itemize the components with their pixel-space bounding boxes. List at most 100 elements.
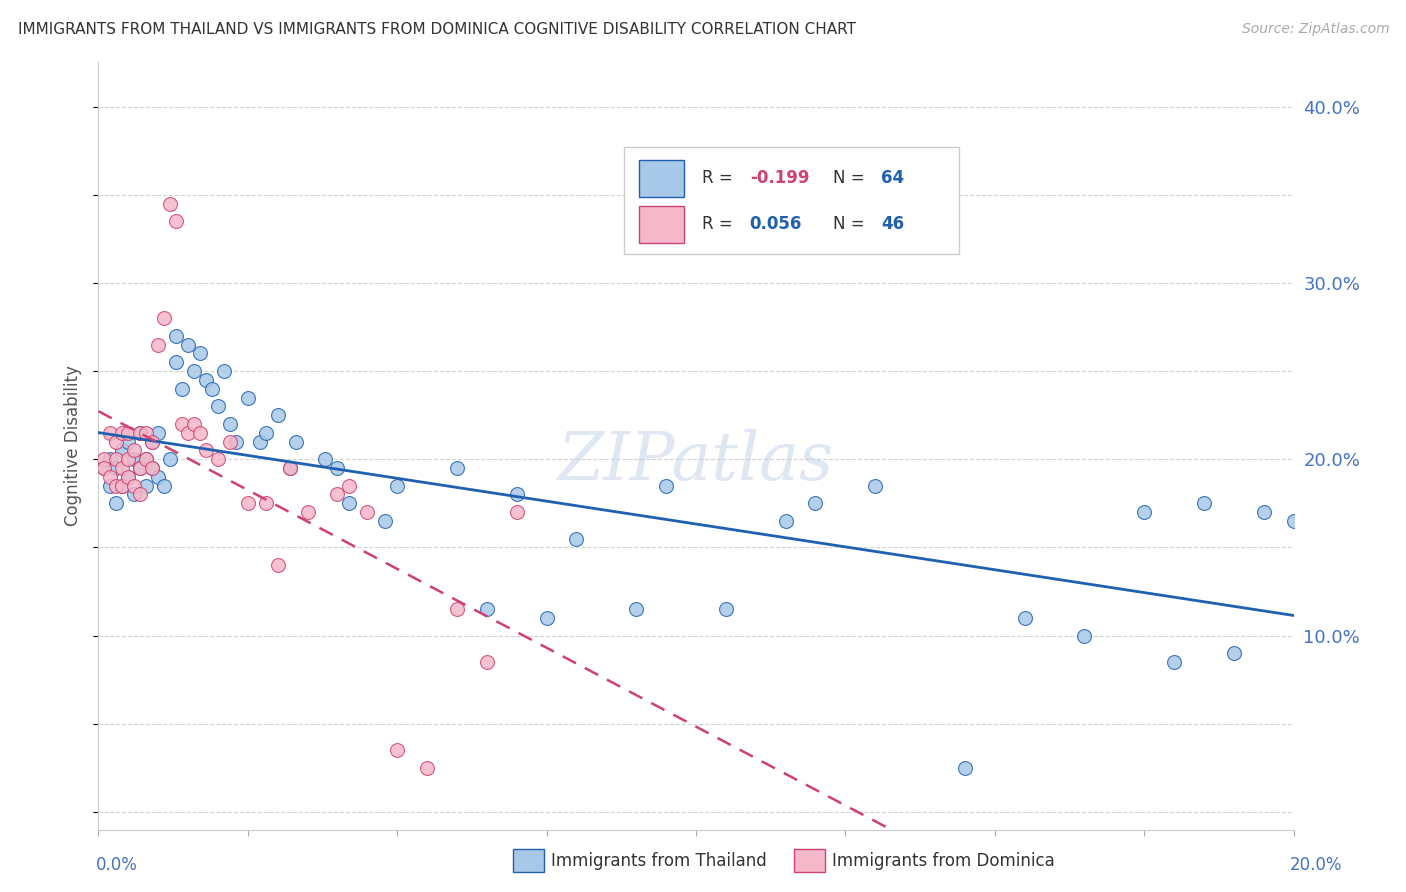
Point — [141, 461, 163, 475]
Point — [165, 328, 187, 343]
Point — [98, 452, 122, 467]
Text: 64: 64 — [882, 169, 904, 186]
Point — [111, 425, 134, 440]
Point — [93, 461, 115, 475]
Point — [111, 461, 134, 475]
Point — [124, 478, 146, 492]
Point — [141, 434, 163, 449]
Point — [124, 443, 146, 458]
Text: R =: R = — [702, 169, 738, 186]
Point — [1282, 514, 1305, 528]
Point — [93, 461, 115, 475]
Point — [326, 461, 349, 475]
Point — [506, 505, 529, 519]
Point — [655, 478, 678, 492]
Point — [267, 408, 290, 422]
Point — [141, 461, 163, 475]
Text: 20.0%: 20.0% — [1291, 855, 1343, 873]
Point — [953, 761, 976, 775]
Point — [565, 532, 588, 546]
Point — [183, 364, 205, 378]
Point — [105, 478, 128, 492]
FancyBboxPatch shape — [624, 147, 959, 254]
Point — [446, 602, 468, 616]
Text: Immigrants from Dominica: Immigrants from Dominica — [832, 852, 1054, 870]
Point — [374, 514, 396, 528]
Point — [356, 505, 378, 519]
Point — [212, 364, 235, 378]
Point — [148, 337, 170, 351]
Point — [278, 461, 301, 475]
Text: 0.0%: 0.0% — [96, 855, 138, 873]
Point — [165, 355, 187, 369]
Point — [135, 452, 157, 467]
Point — [172, 382, 194, 396]
Point — [148, 470, 170, 484]
Point — [278, 461, 301, 475]
Point — [804, 496, 827, 510]
Point — [111, 478, 134, 492]
Point — [315, 452, 337, 467]
Point — [219, 417, 242, 431]
Point — [775, 514, 797, 528]
Text: 46: 46 — [882, 215, 904, 233]
Point — [188, 425, 211, 440]
Text: N =: N = — [834, 169, 870, 186]
Point — [339, 478, 361, 492]
Point — [195, 373, 218, 387]
Point — [129, 425, 152, 440]
Point — [129, 461, 152, 475]
Point — [195, 443, 218, 458]
Point — [506, 487, 529, 501]
Point — [177, 425, 200, 440]
Point — [98, 470, 122, 484]
Point — [254, 425, 277, 440]
Point — [236, 496, 259, 510]
Point — [117, 434, 139, 449]
Point — [172, 417, 194, 431]
Point — [1253, 505, 1275, 519]
Point — [117, 470, 139, 484]
Point — [225, 434, 247, 449]
Text: ZIPatlas: ZIPatlas — [558, 429, 834, 494]
Point — [385, 743, 409, 757]
Point — [201, 382, 224, 396]
Point — [249, 434, 271, 449]
Text: Source: ZipAtlas.com: Source: ZipAtlas.com — [1241, 22, 1389, 37]
Point — [626, 602, 648, 616]
Point — [188, 346, 211, 360]
Point — [105, 496, 128, 510]
Point — [153, 478, 176, 492]
Point — [865, 478, 887, 492]
Point — [1014, 611, 1036, 625]
Point — [219, 434, 242, 449]
Point — [159, 196, 181, 211]
FancyBboxPatch shape — [638, 206, 685, 243]
Point — [1163, 655, 1185, 669]
Point — [111, 443, 134, 458]
Point — [446, 461, 468, 475]
Point — [1073, 629, 1095, 643]
Text: -0.199: -0.199 — [749, 169, 810, 186]
Point — [536, 611, 558, 625]
Point — [714, 602, 737, 616]
Point — [98, 478, 122, 492]
Point — [339, 496, 361, 510]
Point — [236, 391, 259, 405]
Point — [111, 478, 134, 492]
Point — [135, 452, 157, 467]
Point — [124, 487, 146, 501]
Point — [207, 452, 229, 467]
Point — [254, 496, 277, 510]
Point — [105, 452, 128, 467]
Point — [297, 505, 319, 519]
Point — [475, 602, 498, 616]
Point — [93, 452, 115, 467]
Point — [183, 417, 205, 431]
Point — [105, 461, 128, 475]
Point — [153, 311, 176, 326]
Point — [159, 452, 181, 467]
Point — [207, 400, 229, 414]
Text: Immigrants from Thailand: Immigrants from Thailand — [551, 852, 766, 870]
Point — [135, 478, 157, 492]
